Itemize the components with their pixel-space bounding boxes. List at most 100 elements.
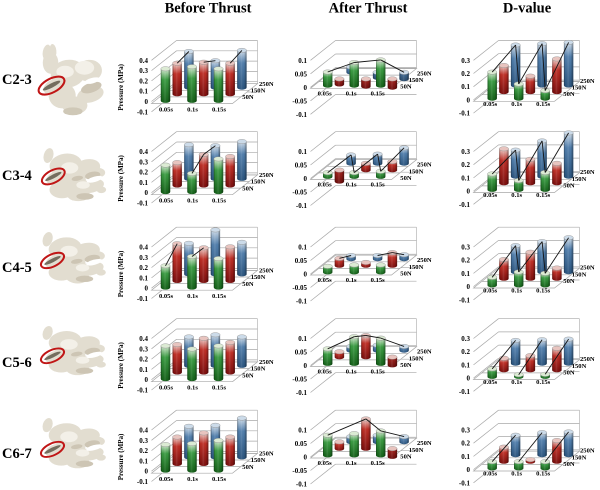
svg-text:150N: 150N bbox=[572, 363, 587, 370]
svg-text:150N: 150N bbox=[572, 85, 587, 92]
svg-text:0.15s: 0.15s bbox=[371, 369, 386, 376]
svg-text:0.3: 0.3 bbox=[461, 427, 470, 435]
svg-text:C4-5: C4-5 bbox=[2, 260, 32, 276]
svg-text:0: 0 bbox=[145, 285, 149, 293]
svg-text:0.2: 0.2 bbox=[461, 348, 470, 356]
svg-text:0.1s: 0.1s bbox=[187, 198, 198, 205]
svg-text:0.3: 0.3 bbox=[139, 345, 148, 353]
svg-text:0.1s: 0.1s bbox=[346, 182, 357, 189]
svg-text:0.3: 0.3 bbox=[461, 335, 470, 343]
svg-text:0.05s: 0.05s bbox=[159, 385, 174, 392]
svg-text:50N: 50N bbox=[242, 94, 254, 101]
svg-text:0.2: 0.2 bbox=[139, 169, 148, 177]
svg-text:0.3: 0.3 bbox=[139, 158, 148, 166]
svg-text:0.05s: 0.05s bbox=[318, 277, 333, 284]
svg-text:0.15s: 0.15s bbox=[371, 90, 386, 97]
svg-text:0.4: 0.4 bbox=[139, 335, 148, 343]
svg-text:Pressure (MPa): Pressure (MPa) bbox=[117, 433, 125, 480]
svg-text:0.05s: 0.05s bbox=[483, 288, 498, 295]
svg-text:0.1: 0.1 bbox=[461, 361, 470, 369]
svg-text:0: 0 bbox=[467, 375, 471, 383]
svg-text:250N: 250N bbox=[580, 78, 595, 85]
svg-text:0: 0 bbox=[145, 98, 149, 106]
svg-text:-0.1: -0.1 bbox=[296, 111, 308, 119]
svg-text:0.3: 0.3 bbox=[461, 244, 470, 252]
svg-text:-0.1: -0.1 bbox=[459, 296, 471, 304]
svg-text:250N: 250N bbox=[417, 440, 432, 447]
svg-text:0.1: 0.1 bbox=[139, 274, 148, 282]
svg-text:50N: 50N bbox=[242, 372, 254, 379]
svg-text:0: 0 bbox=[467, 283, 471, 291]
svg-text:0.05s: 0.05s bbox=[318, 90, 333, 97]
svg-text:150N: 150N bbox=[572, 271, 587, 278]
svg-text:250N: 250N bbox=[259, 172, 274, 179]
svg-text:0.15s: 0.15s bbox=[212, 476, 227, 483]
svg-text:0.1: 0.1 bbox=[298, 148, 307, 156]
svg-text:50N: 50N bbox=[563, 182, 575, 189]
svg-text:-0.1: -0.1 bbox=[296, 389, 308, 397]
svg-text:0.1: 0.1 bbox=[139, 366, 148, 374]
svg-text:0.15s: 0.15s bbox=[536, 379, 551, 386]
svg-text:0.05s: 0.05s bbox=[318, 182, 333, 189]
svg-text:50N: 50N bbox=[242, 185, 254, 192]
svg-text:0.1: 0.1 bbox=[298, 57, 307, 65]
svg-text:Pressure (MPa): Pressure (MPa) bbox=[117, 155, 125, 202]
svg-text:150N: 150N bbox=[409, 168, 424, 175]
svg-text:0.15s: 0.15s bbox=[212, 293, 227, 300]
svg-text:-0.05: -0.05 bbox=[292, 189, 307, 197]
svg-text:0.2: 0.2 bbox=[461, 257, 470, 265]
svg-text:150N: 150N bbox=[409, 447, 424, 454]
svg-text:Pressure (MPa): Pressure (MPa) bbox=[117, 63, 125, 110]
svg-text:50N: 50N bbox=[400, 453, 412, 460]
svg-text:0.3: 0.3 bbox=[139, 437, 148, 445]
svg-text:-0.1: -0.1 bbox=[137, 108, 149, 116]
svg-text:0.3: 0.3 bbox=[461, 57, 470, 65]
svg-text:250N: 250N bbox=[580, 169, 595, 176]
svg-text:0.4: 0.4 bbox=[139, 244, 148, 252]
svg-text:50N: 50N bbox=[563, 369, 575, 376]
svg-text:0.05s: 0.05s bbox=[318, 460, 333, 467]
svg-text:0.2: 0.2 bbox=[461, 440, 470, 448]
svg-text:-0.1: -0.1 bbox=[459, 479, 471, 487]
svg-text:150N: 150N bbox=[251, 274, 266, 281]
svg-text:0.1s: 0.1s bbox=[346, 277, 357, 284]
svg-text:0.2: 0.2 bbox=[139, 77, 148, 85]
svg-text:50N: 50N bbox=[242, 281, 254, 288]
svg-text:0.05: 0.05 bbox=[295, 257, 308, 265]
svg-text:0.1: 0.1 bbox=[461, 453, 470, 461]
svg-text:250N: 250N bbox=[417, 349, 432, 356]
svg-text:0.05s: 0.05s bbox=[483, 192, 498, 199]
svg-text:0.1: 0.1 bbox=[139, 457, 148, 465]
svg-text:0.15s: 0.15s bbox=[536, 101, 551, 108]
svg-text:0: 0 bbox=[304, 84, 308, 92]
svg-text:0.15s: 0.15s bbox=[371, 182, 386, 189]
svg-text:-0.1: -0.1 bbox=[296, 481, 308, 489]
svg-text:0.1: 0.1 bbox=[298, 244, 307, 252]
svg-text:250N: 250N bbox=[259, 81, 274, 88]
svg-text:-0.1: -0.1 bbox=[137, 200, 149, 208]
svg-text:-0.1: -0.1 bbox=[459, 388, 471, 396]
svg-text:Before Thrust: Before Thrust bbox=[165, 1, 252, 17]
svg-text:0.1s: 0.1s bbox=[511, 101, 522, 108]
svg-text:0: 0 bbox=[145, 189, 149, 197]
svg-text:150N: 150N bbox=[409, 264, 424, 271]
svg-text:150N: 150N bbox=[572, 454, 587, 461]
svg-text:250N: 250N bbox=[259, 268, 274, 275]
svg-text:0.1s: 0.1s bbox=[346, 460, 357, 467]
svg-text:0: 0 bbox=[304, 454, 308, 462]
svg-text:0: 0 bbox=[145, 376, 149, 384]
svg-text:0.05s: 0.05s bbox=[159, 476, 174, 483]
svg-text:0.05: 0.05 bbox=[295, 440, 308, 448]
svg-text:150N: 150N bbox=[251, 179, 266, 186]
svg-text:0.1s: 0.1s bbox=[187, 385, 198, 392]
svg-text:0.2: 0.2 bbox=[139, 356, 148, 364]
svg-text:0.1s: 0.1s bbox=[187, 107, 198, 114]
svg-text:50N: 50N bbox=[400, 175, 412, 182]
svg-text:-0.1: -0.1 bbox=[459, 201, 471, 209]
svg-text:-0.1: -0.1 bbox=[459, 110, 471, 118]
svg-text:0.05s: 0.05s bbox=[483, 471, 498, 478]
svg-text:0.1: 0.1 bbox=[298, 427, 307, 435]
svg-text:-0.1: -0.1 bbox=[296, 298, 308, 306]
svg-text:0: 0 bbox=[304, 175, 308, 183]
svg-text:0.05s: 0.05s bbox=[159, 198, 174, 205]
